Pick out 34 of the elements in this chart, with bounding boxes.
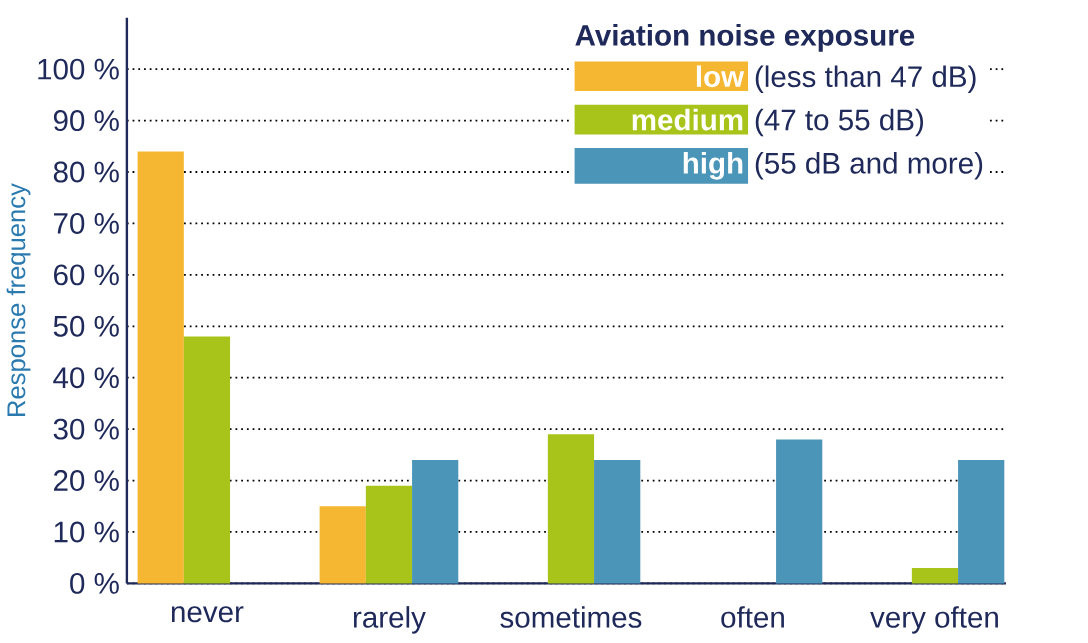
y-tick-label: 60 % [54,264,119,286]
x-tick-label: rarely [353,606,426,634]
text: high [683,152,743,180]
x-tick-label: never [171,606,244,623]
y-axis-title: Response frequency [6,183,31,417]
y-tick-label: 90 % [53,110,119,132]
y-tick-label: 10 % [54,521,119,543]
bar [365,485,413,584]
text: medium [632,108,743,131]
bar [594,460,641,584]
bar [776,439,823,584]
y-tick-label: 0 % [70,573,119,595]
x-tick-label: sometimes [500,606,642,629]
y-tick-label: 20 % [54,470,119,492]
bar [958,460,1005,584]
legend-title: Aviation noise exposure [575,24,915,52]
bar [137,151,184,584]
y-tick-label: 30 % [53,418,119,440]
x-tick-label: very often [870,606,998,634]
bar [319,506,366,584]
annotation: (55 dB and more) [755,152,983,180]
y-tick-label: 70 % [54,213,119,235]
annotation: (less than 47 dB) [755,65,976,94]
text: low [696,65,745,88]
bar [911,568,959,584]
y-tick-label: 50 % [53,316,119,337]
x-tick-label: often [721,606,784,629]
y-tick-label: 80 % [53,161,119,183]
y-tick-label: 40 % [53,367,119,389]
y-tick-label: 100 % [38,58,119,80]
bar [547,434,595,584]
bar [412,460,459,584]
annotation: (47 to 55 dB) [755,108,923,137]
bar [183,336,231,584]
